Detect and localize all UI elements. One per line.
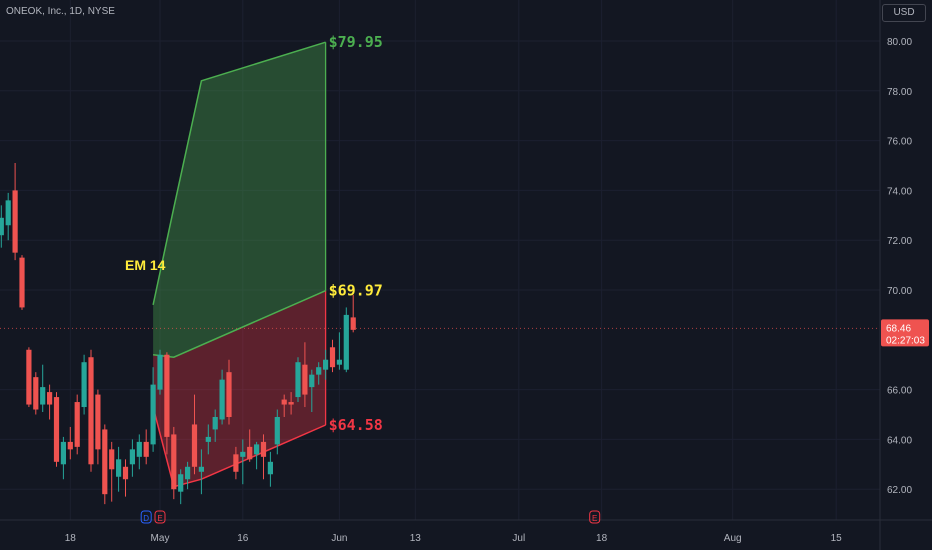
candle-body xyxy=(295,362,301,398)
candle-body xyxy=(343,314,349,370)
candle-body xyxy=(67,441,73,450)
y-tick-label: 80.00 xyxy=(887,37,912,48)
x-tick-label: 18 xyxy=(65,533,77,544)
candle-body xyxy=(350,317,356,330)
y-tick-label: 76.00 xyxy=(887,137,912,148)
candle-body xyxy=(40,387,46,405)
candle-body xyxy=(178,474,184,492)
x-tick-label: May xyxy=(151,533,170,544)
candle-body xyxy=(129,449,135,465)
candle-body xyxy=(102,429,108,495)
candle-body xyxy=(136,441,142,457)
event-marker-label: D xyxy=(143,514,149,523)
x-tick-label: 16 xyxy=(237,533,249,544)
candle-body xyxy=(164,354,170,437)
event-marker-box xyxy=(154,510,166,524)
candle-body xyxy=(323,359,329,370)
candle-body xyxy=(185,466,191,480)
y-tick-label: 62.00 xyxy=(887,485,912,496)
em-annotation: EM 14 xyxy=(125,257,166,273)
candle-body xyxy=(198,466,204,472)
candle-body xyxy=(316,367,322,375)
candle-body xyxy=(116,459,122,477)
candle-body xyxy=(274,416,280,445)
candle-body xyxy=(74,402,80,447)
y-tick-label: 74.00 xyxy=(887,186,912,197)
candle-body xyxy=(226,372,232,417)
candle-body xyxy=(60,441,66,465)
currency-button[interactable]: USD xyxy=(882,4,926,22)
upper-band-line xyxy=(152,41,326,306)
candle-body xyxy=(205,436,211,442)
candle-body xyxy=(219,379,225,420)
symbol-title: ONEOK, Inc., 1D, NYSE xyxy=(6,6,115,17)
candle-body xyxy=(260,441,267,457)
x-tick-label: 15 xyxy=(831,533,843,544)
candle-body xyxy=(33,377,39,410)
candle-body xyxy=(233,454,239,472)
last-price-value: 68.46 xyxy=(886,323,911,334)
candle-body xyxy=(47,392,53,405)
candle-body xyxy=(212,416,218,430)
candle-body xyxy=(267,461,273,475)
candle-body xyxy=(95,394,101,450)
candle-body xyxy=(109,449,115,470)
y-tick-label: 64.00 xyxy=(887,435,912,446)
candle-body xyxy=(288,402,294,405)
upside-zone xyxy=(153,42,326,358)
x-tick-label: Jun xyxy=(331,533,347,544)
event-marker[interactable]: E xyxy=(589,510,601,524)
candle-body xyxy=(191,424,198,467)
last-price-tag xyxy=(881,319,929,347)
candle-body xyxy=(329,347,336,368)
candle-body xyxy=(240,451,246,457)
level-label: $79.95 xyxy=(329,33,383,51)
event-marker-box xyxy=(140,510,152,524)
level-label: $69.97 xyxy=(329,282,383,300)
candle-body xyxy=(88,357,94,465)
candle-body xyxy=(171,434,177,490)
candle-body xyxy=(5,200,11,226)
bar-countdown: 02:27:03 xyxy=(886,335,925,346)
x-tick-label: 18 xyxy=(596,533,608,544)
x-tick-label: Jul xyxy=(512,533,525,544)
event-marker-box xyxy=(589,510,601,524)
y-tick-label: 78.00 xyxy=(887,87,912,98)
y-tick-label: 66.00 xyxy=(887,386,912,397)
event-marker-label: E xyxy=(157,514,162,523)
x-tick-label: 13 xyxy=(410,533,422,544)
candle-body xyxy=(81,362,87,408)
candles xyxy=(0,163,356,505)
candle-body xyxy=(336,359,342,365)
chart-labels: $79.95 $69.97 $64.58 EM 14 xyxy=(125,33,383,434)
y-tick-label: 72.00 xyxy=(887,236,912,247)
candle-body xyxy=(19,257,25,308)
candle-body xyxy=(302,364,308,395)
candle-body xyxy=(309,374,315,388)
event-marker[interactable]: D xyxy=(140,510,152,524)
candle-body xyxy=(53,397,60,462)
candle-body xyxy=(281,399,287,405)
candle-body xyxy=(157,354,163,390)
y-tick-label: 70.00 xyxy=(887,286,912,297)
chart-grid xyxy=(0,0,880,520)
candle-body xyxy=(12,190,18,253)
candle-body xyxy=(0,217,4,236)
candle-body xyxy=(254,444,260,455)
candle-body xyxy=(247,446,253,460)
level-label: $64.58 xyxy=(329,416,383,434)
candle-body xyxy=(143,441,149,457)
candle-body xyxy=(26,349,32,405)
x-tick-label: Aug xyxy=(724,533,742,544)
candle-body xyxy=(122,466,129,480)
candle-body xyxy=(150,384,156,445)
event-marker-label: E xyxy=(592,514,597,523)
event-marker[interactable]: E xyxy=(154,510,166,524)
